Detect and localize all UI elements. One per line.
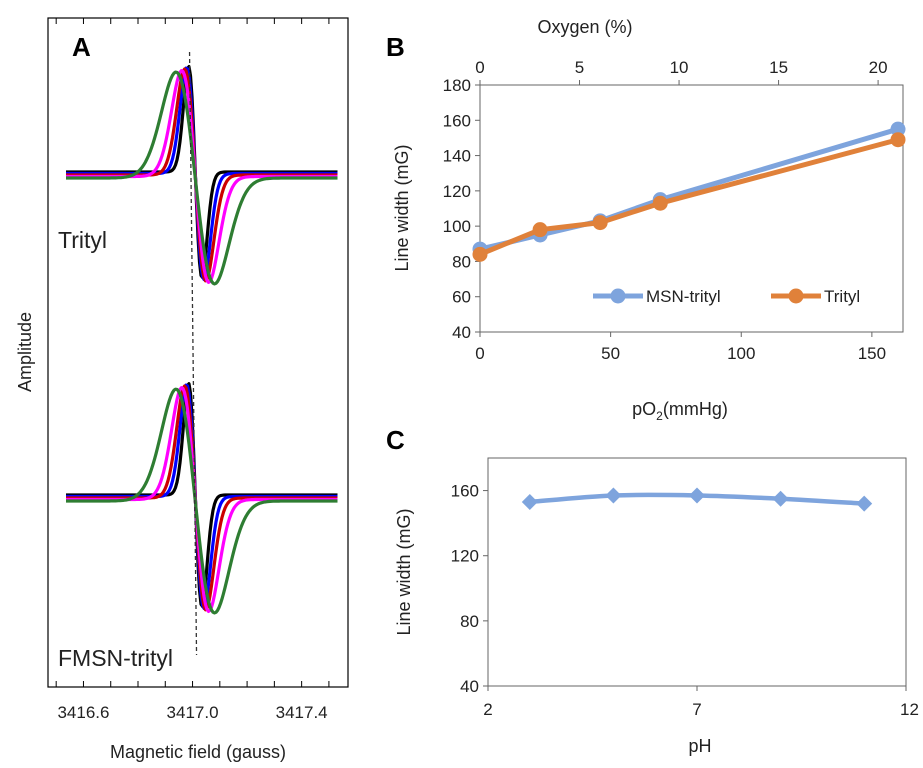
panel-a-ylabel: Amplitude: [15, 312, 35, 392]
y-tick-label: 180: [443, 76, 471, 95]
epr-curve: [65, 387, 338, 615]
x-tick-label: 12: [900, 700, 919, 719]
panel-b-xlabel: pO2(mmHg): [632, 399, 728, 423]
panel-a-ticks: 3416.6 3417.0 3417.4: [55, 18, 330, 722]
top-x-tick-label: 0: [475, 58, 484, 77]
data-point: [521, 493, 538, 510]
panel-a-xlabel: Magnetic field (gauss): [110, 742, 286, 762]
y-tick-label: 120: [451, 547, 479, 566]
top-x-tick-label: 20: [869, 58, 888, 77]
x-tick-label: 3417.0: [167, 703, 219, 722]
x-tick-label: 3416.6: [57, 703, 109, 722]
y-tick-label: 80: [452, 252, 471, 271]
top-x-tick-label: 10: [670, 58, 689, 77]
panel-c-ylabel: Line width (mG): [394, 508, 414, 635]
x-tick-label: 0: [475, 344, 484, 363]
data-point: [605, 487, 622, 504]
panel-b-top-xlabel: Oxygen (%): [537, 17, 632, 37]
panel-b-legend: MSN-trityl Trityl: [593, 287, 860, 306]
x-tick-label: 150: [858, 344, 886, 363]
panel-a-frame: [47, 17, 349, 688]
y-tick-label: 40: [460, 677, 479, 696]
trityl-annotation: Trityl: [58, 227, 107, 253]
panel-a: A 3416.6 3417.0 3417.4 Trityl FMSN-trityl …: [15, 17, 349, 762]
y-tick-label: 140: [443, 147, 471, 166]
legend-marker: [788, 288, 804, 304]
x-tick-label: 100: [727, 344, 755, 363]
data-point: [592, 215, 608, 231]
x-tick-label: 7: [692, 700, 701, 719]
y-tick-label: 60: [452, 288, 471, 307]
data-point: [472, 246, 488, 262]
top-x-tick-label: 5: [575, 58, 584, 77]
legend-label: MSN-trityl: [646, 287, 721, 306]
y-tick-label: 100: [443, 217, 471, 236]
panel-b-letter: B: [386, 32, 405, 62]
data-point: [772, 490, 789, 507]
legend-marker: [610, 288, 626, 304]
panel-c: C 40 80 120 160 2 7 12 pH Line width (mG): [386, 425, 919, 756]
top-x-tick-label: 15: [769, 58, 788, 77]
panel-b-series: [472, 121, 906, 262]
y-tick-label: 40: [452, 323, 471, 342]
data-point: [890, 132, 906, 148]
panel-b-ylabel: Line width (mG): [392, 144, 412, 271]
data-point: [652, 195, 668, 211]
x-tick-label: 50: [601, 344, 620, 363]
y-tick-label: 80: [460, 612, 479, 631]
data-point: [856, 495, 873, 512]
epr-curve: [65, 70, 338, 286]
data-point: [689, 487, 705, 504]
y-tick-label: 160: [451, 482, 479, 501]
x-tick-label: 2: [483, 700, 492, 719]
panel-b-frame: [479, 84, 904, 333]
panel-c-series: [521, 487, 873, 512]
panel-a-letter: A: [72, 32, 91, 62]
legend-label: Trityl: [824, 287, 860, 306]
fmsn-trityl-annotation: FMSN-trityl: [58, 645, 173, 671]
y-tick-label: 120: [443, 182, 471, 201]
center-dashed-line: [188, 51, 198, 656]
data-point: [532, 222, 548, 238]
panel-c-xlabel: pH: [688, 736, 711, 756]
panel-c-axes: 40 80 120 160 2 7 12: [451, 482, 919, 719]
x-tick-label: 3417.4: [276, 703, 328, 722]
y-tick-label: 160: [443, 111, 471, 130]
panel-c-letter: C: [386, 425, 405, 455]
data-point: [890, 121, 906, 137]
panel-a-curves: [65, 65, 338, 615]
